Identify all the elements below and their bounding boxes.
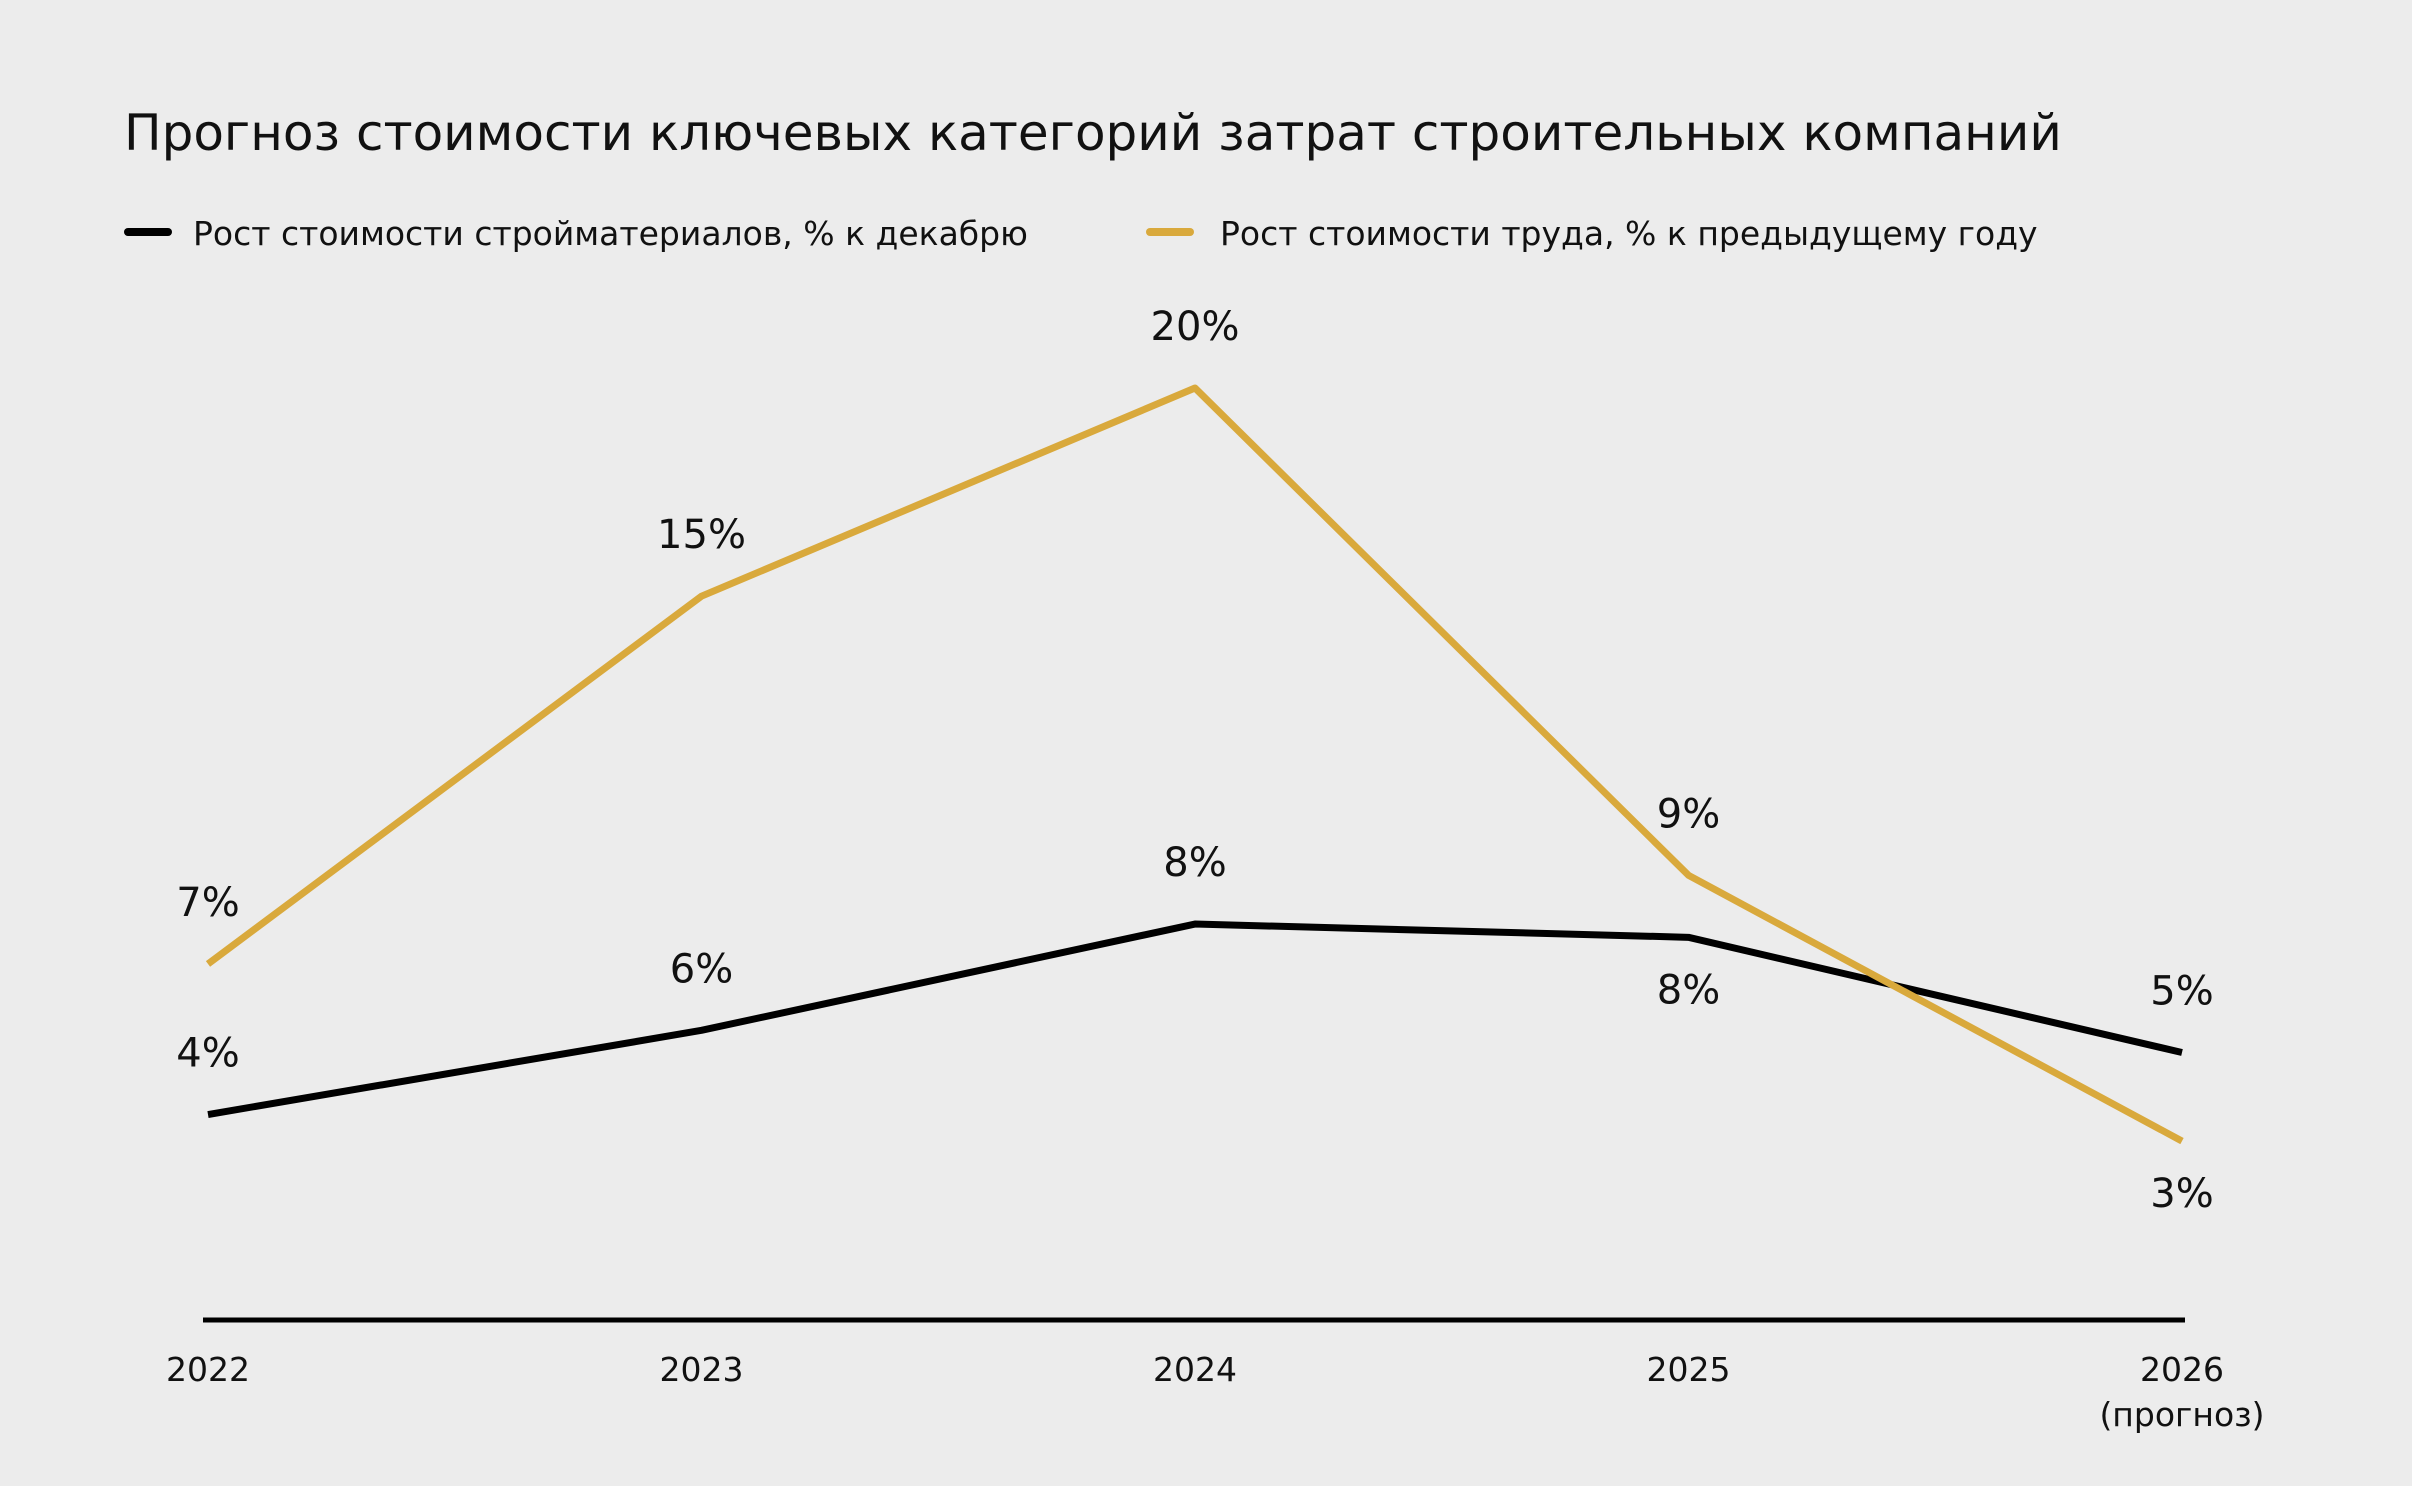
data-label: 8% [1163, 840, 1226, 886]
data-label: 8% [1657, 967, 1720, 1013]
data-label: 20% [1151, 304, 1240, 350]
series-group [205, 384, 2184, 1145]
data-label: 3% [2150, 1171, 2213, 1217]
data-label: 15% [657, 512, 746, 558]
chart-title: Прогноз стоимости ключевых категорий зат… [124, 104, 2062, 162]
x-tick-label: 2023 [660, 1350, 744, 1389]
x-tick-label: 2026 [2140, 1350, 2224, 1389]
legend-label-materials: Рост стоимости стройматериалов, % к дека… [193, 214, 1028, 253]
legend-label-labor: Рост стоимости труда, % к предыдущему го… [1220, 214, 2038, 253]
data-label: 5% [2150, 969, 2213, 1015]
x-axis-ticks: 2022 2023 2024 2025 2026 (прогноз) [166, 1350, 2265, 1434]
data-label: 7% [176, 880, 239, 926]
series-line-0 [207, 920, 2183, 1118]
data-labels: 4% 6% 8% 8% 5% 7% 15% 20% 9% 3% [176, 304, 2213, 1217]
x-tick-label: 2024 [1153, 1350, 1237, 1389]
data-label: 6% [670, 946, 733, 992]
data-label: 4% [176, 1031, 239, 1077]
x-tick-sublabel: (прогноз) [2099, 1395, 2264, 1434]
x-tick-label: 2022 [166, 1350, 250, 1389]
x-tick-label: 2025 [1647, 1350, 1731, 1389]
data-label: 9% [1657, 791, 1720, 837]
legend: Рост стоимости стройматериалов, % к дека… [124, 214, 2038, 253]
series-line-1 [205, 384, 2184, 1145]
